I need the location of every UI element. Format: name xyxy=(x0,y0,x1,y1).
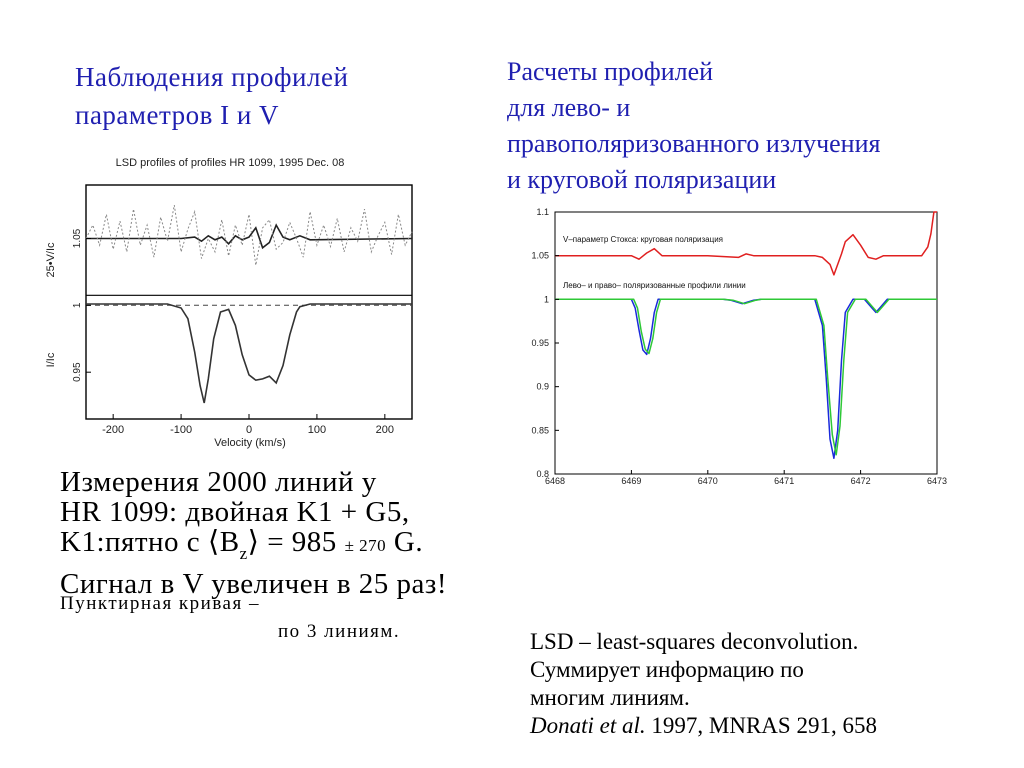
calculations-title-line: для лево- и xyxy=(507,93,631,122)
calc-y-ticks: 0.8 0.85 0.9 0.95 1 1.05 1.1 xyxy=(531,207,559,479)
calc-x-tick-label: 6472 xyxy=(851,476,871,486)
lsd-x-axis-label: Velocity (km/s) xyxy=(214,437,286,449)
lsd-reference: Donati et al. 1997, MNRAS 291, 658 xyxy=(530,712,877,740)
lsd-line: LSD – least-squares deconvolution. xyxy=(530,629,859,654)
calculated-profiles-chart: 6468 6469 6470 6471 6472 6473 0.8 0.85 0.9 0.95 1… xyxy=(531,207,947,486)
lsd-series-V-profile-3-lines xyxy=(85,205,413,266)
calculations-title-line: Расчеты профилей xyxy=(507,57,714,86)
calc-x-tick-label: 6473 xyxy=(927,476,947,486)
lsd-x-tick-label: -200 xyxy=(102,424,124,436)
lsd-reference-authors: Donati et al. xyxy=(530,713,646,738)
field-value: ⟩ = 985 xyxy=(247,526,345,558)
lsd-reference-journal: 1997, MNRAS 291, 658 xyxy=(645,713,877,738)
lsd-line: Суммирует информацию по xyxy=(530,657,804,682)
calc-y-tick-label: 1.05 xyxy=(531,251,549,261)
lsd-plot-frame xyxy=(85,184,413,420)
calc-x-ticks: 6468 6469 6470 6471 6472 6473 xyxy=(545,470,947,486)
calculations-title: Расчеты профилей для лево- и правополяри… xyxy=(507,54,880,198)
measurement-summary: Измерения 2000 линий у HR 1099: двойная … xyxy=(60,467,447,599)
calculations-title-line: и круговой поляризации xyxy=(507,165,777,194)
calc-x-tick-label: 6471 xyxy=(774,476,794,486)
calc-plot-frame xyxy=(554,211,938,475)
calc-x-tick-label: 6470 xyxy=(698,476,718,486)
lsd-y-ticks: 0.95 1 1.05 xyxy=(72,228,91,382)
lsd-series-V-profile-2000-lines xyxy=(86,223,413,250)
measurement-line: Сигнал в V увеличен в 25 раз! xyxy=(60,568,448,600)
calc-series-right-polarized xyxy=(555,298,937,456)
measurement-line: Измерения 2000 линий у xyxy=(60,466,377,498)
stokes-v-annotation: V–параметр Стокса: круговая поляризация xyxy=(563,235,723,244)
lsd-y-tick-label: 0.95 xyxy=(72,362,83,382)
lsd-y-axis-label-v: 25•V/Ic xyxy=(45,242,57,278)
polarized-profiles-annotation: Лево– и право– поляризованные профили ли… xyxy=(563,281,746,290)
calc-y-tick-label: 1.1 xyxy=(536,207,549,217)
observations-title-line: параметров I и V xyxy=(75,100,280,130)
lsd-y-tick-label: 1.05 xyxy=(72,228,83,248)
lsd-x-tick-label: -100 xyxy=(170,424,192,436)
calc-y-tick-label: 1 xyxy=(544,294,549,304)
calc-y-tick-label: 0.95 xyxy=(531,338,549,348)
measurement-field-line: K1:пятно с ⟨Bz⟩ = 985 ± 270 G. xyxy=(60,527,447,569)
calc-y-tick-label: 0.85 xyxy=(531,425,549,435)
lsd-x-tick-label: 0 xyxy=(246,424,252,436)
calc-x-tick-label: 6469 xyxy=(621,476,641,486)
calc-x-tick-label: 6468 xyxy=(545,476,565,486)
lsd-chart-title: LSD profiles of profiles HR 1099, 1995 D… xyxy=(116,157,345,169)
lsd-y-axis-label-i: I/Ic xyxy=(45,352,57,367)
calc-series-Stokes-V xyxy=(555,211,937,276)
observations-title: Наблюдения профилей параметров I и V xyxy=(75,58,348,134)
field-error: ± 270 xyxy=(344,536,387,555)
lsd-x-tick-label: 200 xyxy=(376,424,394,436)
field-prefix: K1:пятно с ⟨B xyxy=(60,526,240,558)
calculations-title-line: правополяризованного излучения xyxy=(507,129,881,158)
lsd-profiles-chart: -200 -100 0 100 200 0.95 1 1.05 LSD profiles o… xyxy=(45,157,413,449)
field-subscript: z xyxy=(239,544,248,563)
dotted-curve-note: Пунктирная кривая – xyxy=(60,593,260,614)
lsd-series-group xyxy=(85,205,413,404)
field-unit: G. xyxy=(386,526,424,558)
lsd-y-tick-label: 1 xyxy=(72,302,83,308)
calc-y-tick-label: 0.9 xyxy=(536,382,549,392)
lsd-series-intensity-profile xyxy=(86,303,412,404)
calc-y-tick-label: 0.8 xyxy=(536,469,549,479)
observations-title-line: Наблюдения профилей xyxy=(75,62,349,92)
lsd-explanation: LSD – least-squares deconvolution. Сумми… xyxy=(530,628,877,740)
lsd-x-tick-label: 100 xyxy=(308,424,326,436)
lsd-x-ticks: -200 -100 0 100 200 xyxy=(102,414,394,436)
dotted-curve-note-cont: по 3 линиям. xyxy=(278,621,401,642)
measurement-line: HR 1099: двойная K1 + G5, xyxy=(60,496,410,528)
lsd-line: многим линиям. xyxy=(530,685,690,710)
calc-series-group xyxy=(555,211,937,460)
